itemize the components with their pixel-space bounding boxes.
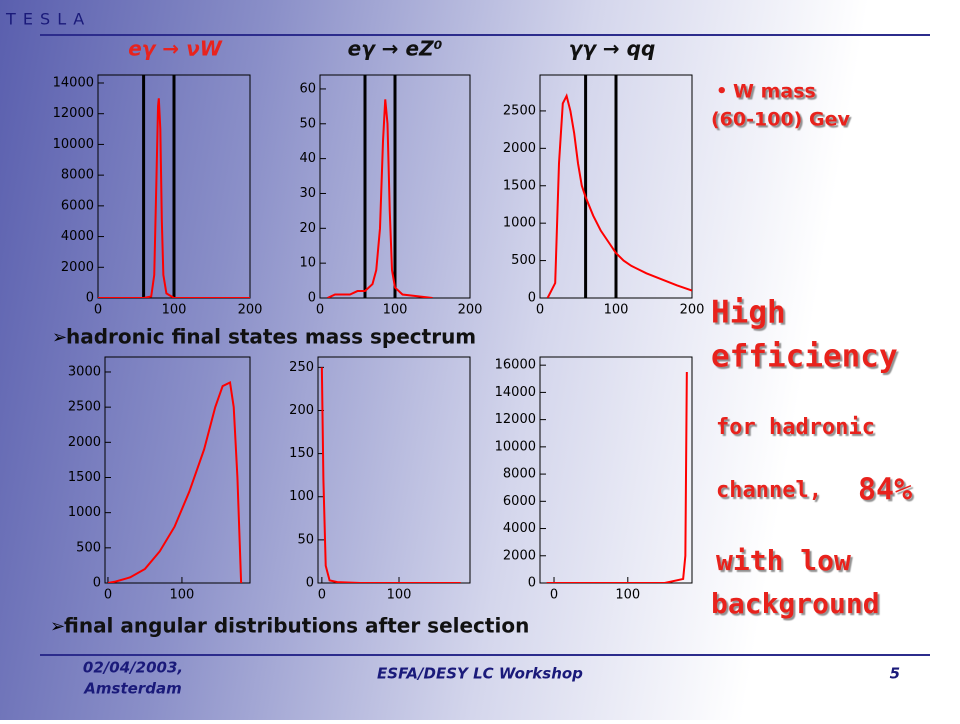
y-tick-label: 200 [289, 403, 314, 418]
y-tick-label: 0 [528, 291, 536, 306]
y-tick-label: 4000 [61, 229, 94, 244]
chart-title: eγ → eZ⁰ [348, 37, 443, 61]
caption: final angular distributions after select… [64, 614, 529, 638]
x-tick-label: 100 [615, 588, 640, 603]
y-tick-label: 14000 [53, 75, 94, 90]
y-tick-label: 1500 [68, 470, 101, 485]
x-tick-label: 200 [458, 303, 483, 318]
y-tick-label: 0 [308, 291, 316, 306]
y-tick-label: 10000 [495, 439, 536, 454]
histogram: 0 50 100 150 200 250 0 100 [289, 356, 471, 603]
highlight-line: High [711, 295, 786, 331]
y-tick-label: 0 [306, 576, 314, 591]
plot-area [317, 356, 471, 584]
footer-event: ESFA/DESY LC Workshop [377, 665, 583, 683]
histogram: 0 500 1000 1500 2000 2500 3000 0 100 [68, 356, 251, 603]
y-tick-label: 0 [528, 576, 536, 591]
y-tick-label: 12000 [495, 412, 536, 427]
x-tick-label: 0 [536, 303, 544, 318]
histogram-curve [327, 99, 433, 298]
x-tick-label: 0 [104, 588, 112, 603]
detail-line: channel, [716, 478, 822, 503]
chart-title: eγ → νW [128, 37, 222, 61]
histogram-curve [546, 93, 692, 298]
y-tick-label: 2000 [61, 260, 94, 275]
histogram-curve [107, 381, 243, 583]
y-tick-label: 100 [289, 489, 314, 504]
y-tick-label: 4000 [503, 521, 536, 536]
footer-date: 02/04/2003, [83, 659, 183, 677]
y-tick-label: 250 [289, 360, 314, 375]
histogram-curve [320, 367, 461, 583]
x-tick-label: 100 [604, 303, 629, 318]
header-title: T E S L A [5, 10, 85, 29]
histogram: 0 10 20 30 40 50 60 0 100 200 eγ → eZ⁰ [299, 37, 482, 318]
y-tick-label: 150 [289, 446, 314, 461]
y-tick-label: 50 [297, 532, 314, 547]
y-tick-label: 500 [76, 540, 101, 555]
bullet-dot: • [716, 81, 728, 102]
x-tick-label: 0 [318, 588, 326, 603]
y-tick-label: 1000 [503, 216, 536, 231]
histogram-curve [546, 371, 688, 583]
y-tick-label: 30 [299, 186, 316, 201]
y-tick-label: 50 [299, 116, 316, 131]
x-tick-label: 100 [162, 303, 187, 318]
x-tick-label: 0 [316, 303, 324, 318]
y-tick-label: 2000 [503, 548, 536, 563]
chart-title: γγ → qq [569, 37, 656, 61]
y-tick-label: 60 [299, 81, 316, 96]
y-tick-label: 1500 [503, 178, 536, 193]
y-tick-label: 14000 [495, 385, 536, 400]
x-tick-label: 100 [383, 303, 408, 318]
y-tick-label: 3000 [68, 364, 101, 379]
histogram: 0 2000 4000 6000 8000 10000 12000 14000 16000 0 10… [495, 356, 693, 603]
x-tick-label: 0 [94, 303, 102, 318]
footer-page: 5 [890, 665, 900, 683]
histogram: 0 500 1000 1500 2000 2500 0 100 200 γγ → qq [503, 37, 705, 318]
detail-line: for hadronic [716, 415, 875, 440]
x-tick-label: 200 [238, 303, 263, 318]
note-line: W mass [733, 81, 816, 103]
x-tick-label: 100 [387, 588, 412, 603]
caption-arrow: ➢ [50, 616, 65, 637]
y-tick-label: 16000 [495, 358, 536, 373]
y-tick-label: 12000 [53, 106, 94, 121]
caption-arrow: ➢ [52, 327, 67, 348]
y-tick-label: 20 [299, 221, 316, 236]
histogram-curve [98, 98, 250, 298]
y-tick-label: 6000 [61, 198, 94, 213]
y-tick-label: 2500 [503, 103, 536, 118]
y-tick-label: 8000 [61, 168, 94, 183]
detail-line: background [711, 587, 880, 620]
x-tick-label: 0 [550, 588, 558, 603]
caption: hadronic final states mass spectrum [66, 325, 476, 349]
y-tick-label: 2000 [68, 435, 101, 450]
y-tick-label: 0 [86, 291, 94, 306]
x-tick-label: 200 [680, 303, 705, 318]
y-tick-label: 10000 [53, 137, 94, 152]
highlight-line: efficiency [711, 339, 898, 375]
plot-area [104, 356, 251, 584]
y-tick-label: 500 [511, 253, 536, 268]
detail-percent: 84% [858, 473, 912, 508]
histogram: 0 2000 4000 6000 8000 10000 12000 14000 0 100 200 e… [53, 37, 263, 318]
detail-line: with low [716, 544, 851, 577]
footer-date: Amsterdam [83, 680, 181, 698]
y-tick-label: 8000 [503, 467, 536, 482]
y-tick-label: 40 [299, 151, 316, 166]
y-tick-label: 6000 [503, 494, 536, 509]
y-tick-label: 1000 [68, 505, 101, 520]
y-tick-label: 2500 [68, 400, 101, 415]
note-line: (60-100) Gev [711, 109, 850, 131]
y-tick-label: 10 [299, 256, 316, 271]
y-tick-label: 0 [93, 576, 101, 591]
plot-area [539, 356, 693, 584]
x-tick-label: 100 [170, 588, 195, 603]
y-tick-label: 2000 [503, 141, 536, 156]
